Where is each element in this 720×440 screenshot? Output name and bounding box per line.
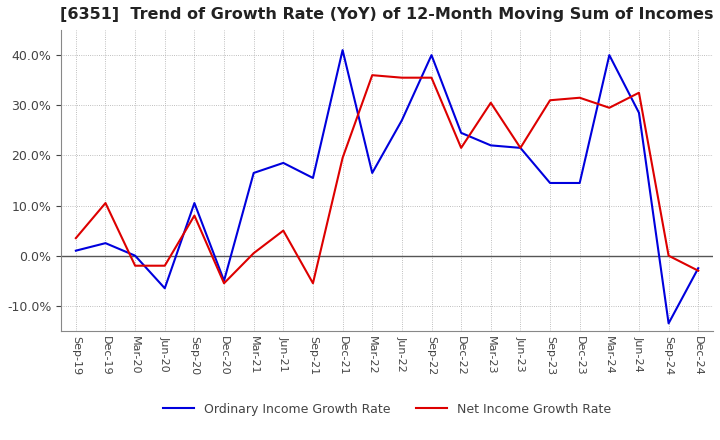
- Net Income Growth Rate: [575, 95, 584, 100]
- Net Income Growth Rate: [309, 281, 318, 286]
- Ordinary Income Growth Rate: [249, 170, 258, 176]
- Ordinary Income Growth Rate: [456, 130, 465, 136]
- Ordinary Income Growth Rate: [427, 52, 436, 58]
- Net Income Growth Rate: [487, 100, 495, 106]
- Ordinary Income Growth Rate: [71, 248, 80, 253]
- Net Income Growth Rate: [546, 98, 554, 103]
- Ordinary Income Growth Rate: [546, 180, 554, 186]
- Ordinary Income Growth Rate: [487, 143, 495, 148]
- Net Income Growth Rate: [220, 281, 228, 286]
- Net Income Growth Rate: [338, 155, 347, 161]
- Net Income Growth Rate: [516, 145, 525, 150]
- Legend: Ordinary Income Growth Rate, Net Income Growth Rate: Ordinary Income Growth Rate, Net Income …: [158, 398, 616, 421]
- Net Income Growth Rate: [131, 263, 140, 268]
- Ordinary Income Growth Rate: [131, 253, 140, 258]
- Ordinary Income Growth Rate: [102, 241, 110, 246]
- Line: Ordinary Income Growth Rate: Ordinary Income Growth Rate: [76, 50, 698, 323]
- Ordinary Income Growth Rate: [161, 286, 169, 291]
- Net Income Growth Rate: [249, 250, 258, 256]
- Net Income Growth Rate: [71, 235, 80, 241]
- Ordinary Income Growth Rate: [516, 145, 525, 150]
- Ordinary Income Growth Rate: [694, 266, 703, 271]
- Net Income Growth Rate: [605, 105, 613, 110]
- Net Income Growth Rate: [397, 75, 406, 81]
- Net Income Growth Rate: [427, 75, 436, 81]
- Net Income Growth Rate: [161, 263, 169, 268]
- Line: Net Income Growth Rate: Net Income Growth Rate: [76, 75, 698, 283]
- Net Income Growth Rate: [634, 90, 643, 95]
- Net Income Growth Rate: [190, 213, 199, 218]
- Ordinary Income Growth Rate: [575, 180, 584, 186]
- Ordinary Income Growth Rate: [368, 170, 377, 176]
- Ordinary Income Growth Rate: [665, 321, 673, 326]
- Net Income Growth Rate: [456, 145, 465, 150]
- Ordinary Income Growth Rate: [605, 52, 613, 58]
- Ordinary Income Growth Rate: [309, 175, 318, 180]
- Net Income Growth Rate: [694, 268, 703, 273]
- Net Income Growth Rate: [368, 73, 377, 78]
- Ordinary Income Growth Rate: [220, 278, 228, 283]
- Title: [6351]  Trend of Growth Rate (YoY) of 12-Month Moving Sum of Incomes: [6351] Trend of Growth Rate (YoY) of 12-…: [60, 7, 714, 22]
- Ordinary Income Growth Rate: [279, 160, 287, 165]
- Ordinary Income Growth Rate: [338, 48, 347, 53]
- Net Income Growth Rate: [279, 228, 287, 233]
- Ordinary Income Growth Rate: [634, 110, 643, 115]
- Ordinary Income Growth Rate: [397, 117, 406, 123]
- Net Income Growth Rate: [665, 253, 673, 258]
- Net Income Growth Rate: [102, 200, 110, 205]
- Ordinary Income Growth Rate: [190, 200, 199, 205]
